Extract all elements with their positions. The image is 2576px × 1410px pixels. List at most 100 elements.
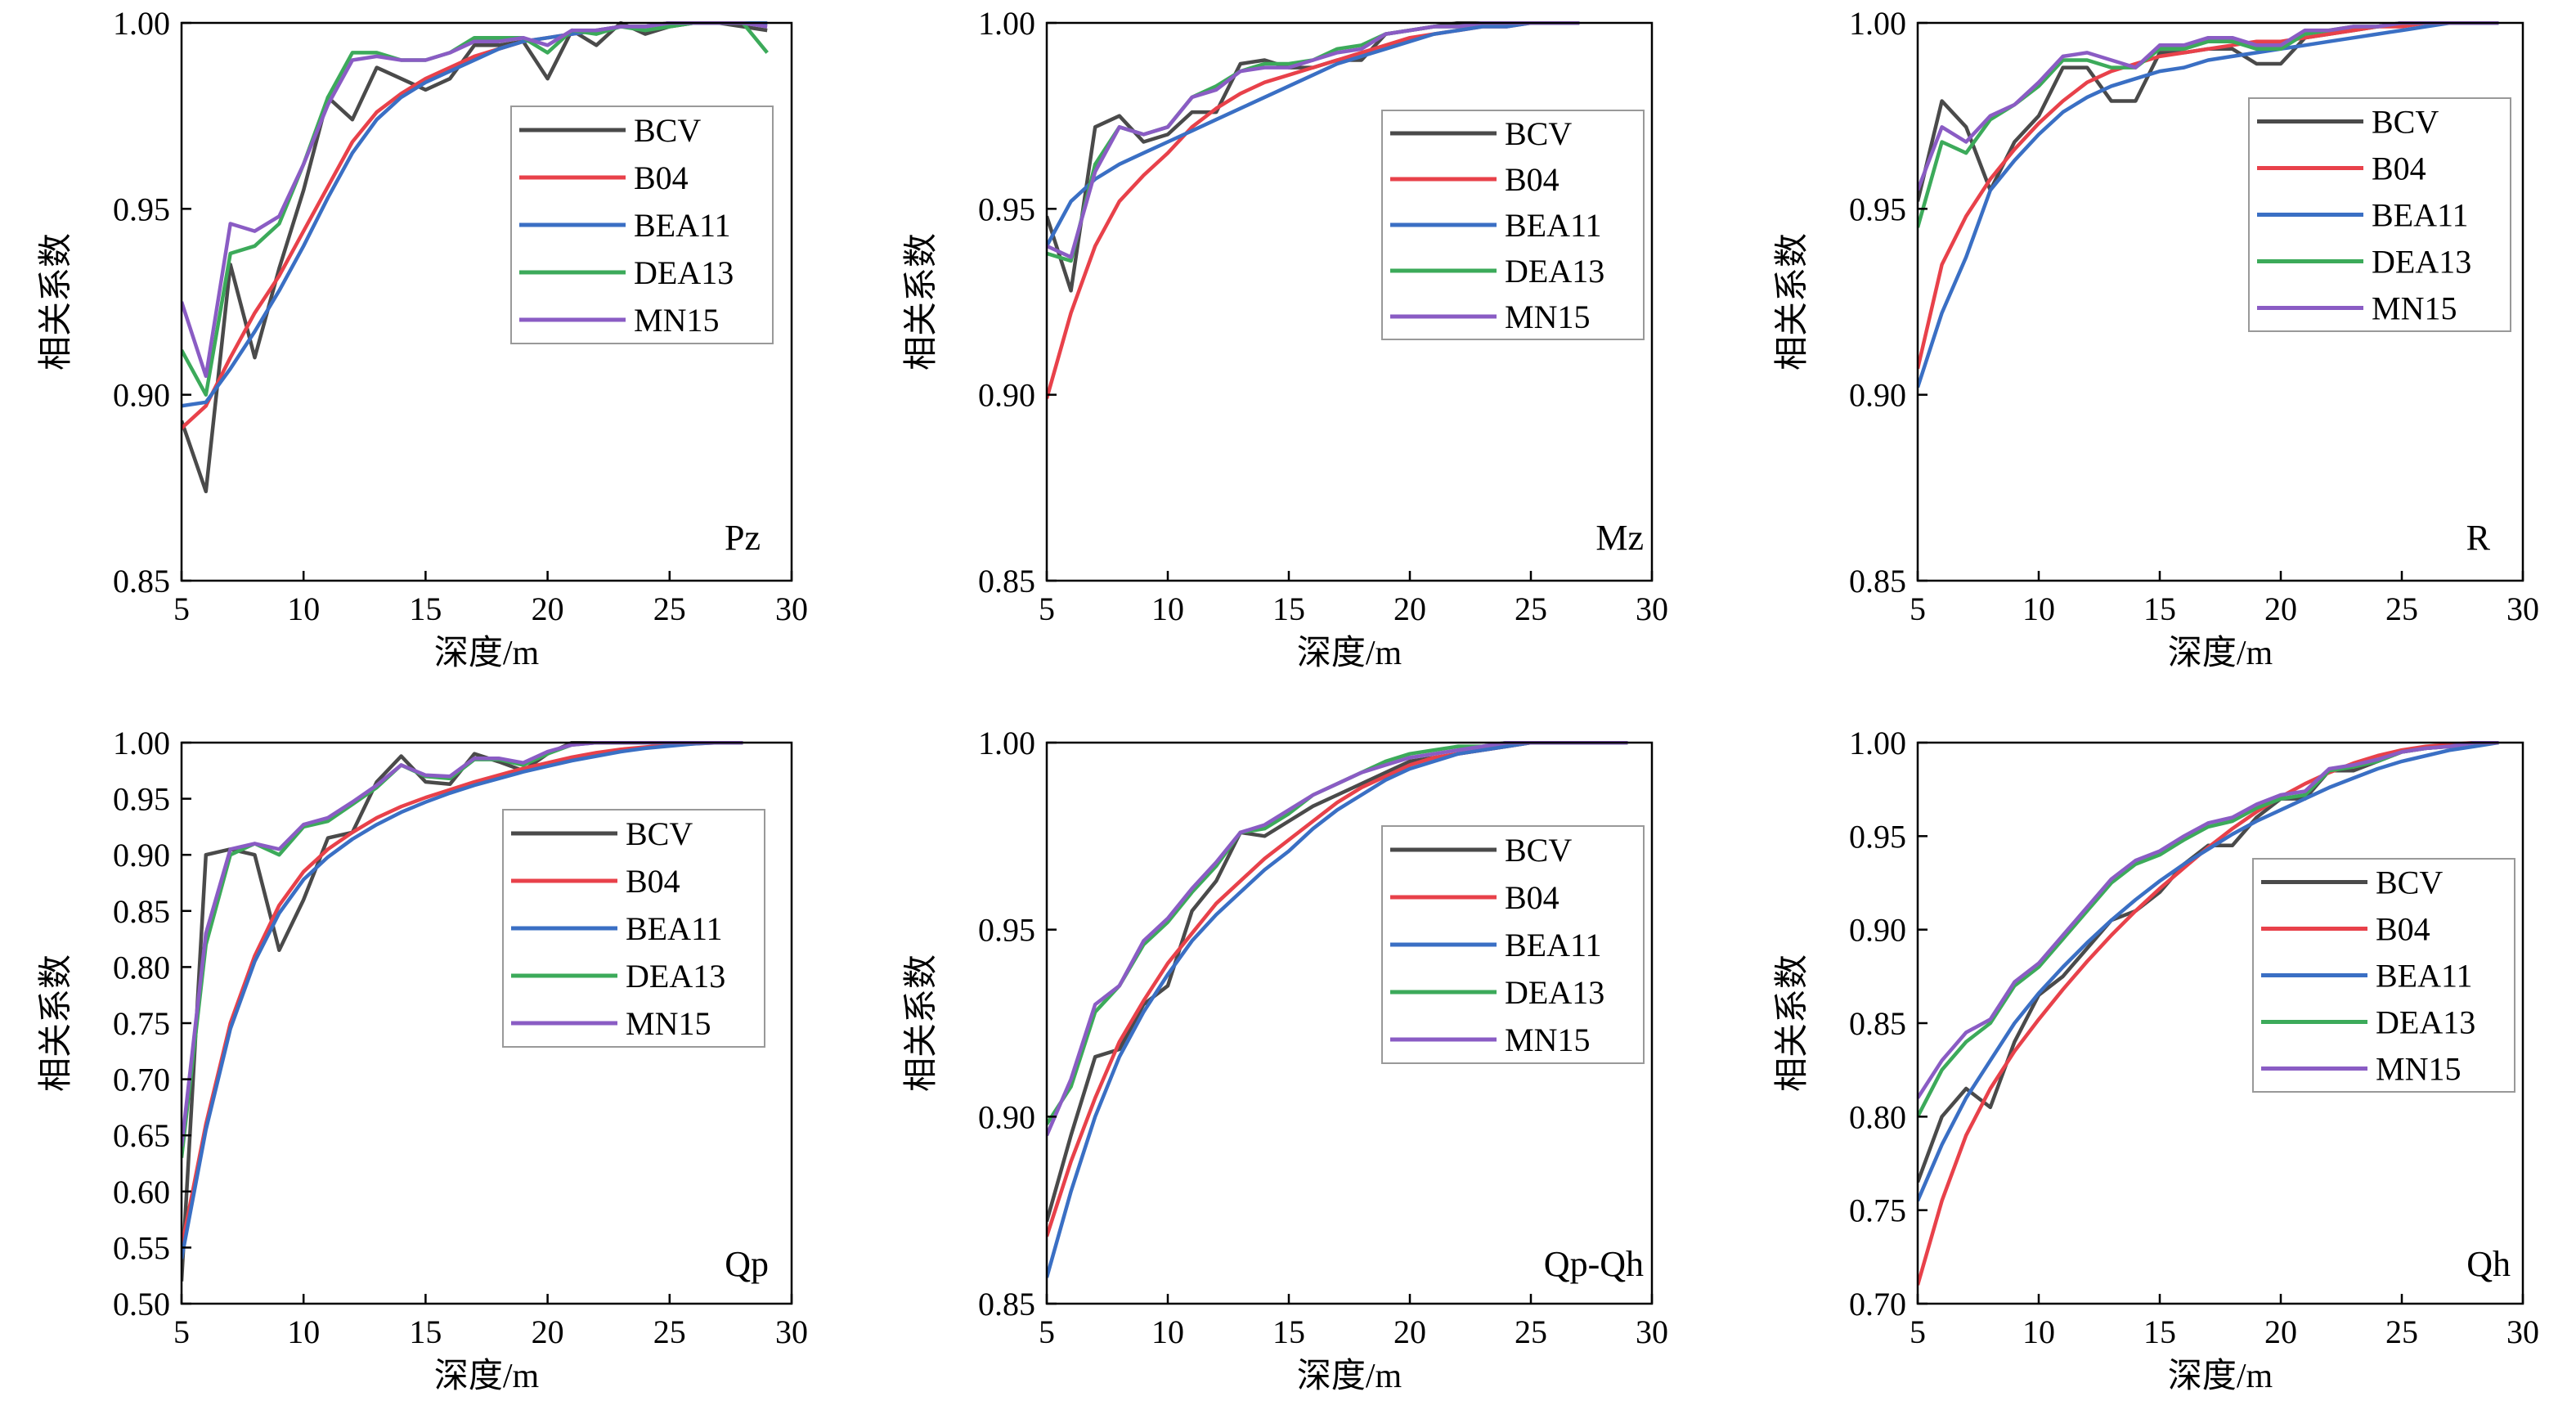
y-tick-label: 0.95	[978, 912, 1035, 949]
x-tick-label: 25	[2385, 590, 2418, 627]
y-tick-label: 0.55	[113, 1229, 170, 1266]
series-line-bea11	[1918, 741, 2499, 1202]
y-tick-label: 0.70	[113, 1062, 170, 1098]
x-axis-title: 深度/m	[1297, 635, 1402, 672]
panel-label: Qh	[2466, 1244, 2511, 1284]
chart-panel-qh: 5 10 15 20 25 30 0.70 0.75 0.80 0.85 0.90 0.95 1.00 深…	[1774, 725, 2539, 1395]
y-tick-label: 0.90	[1849, 912, 1906, 949]
y-axis-title: 相关系数	[1774, 233, 1811, 370]
plot-frame	[1045, 21, 1654, 582]
x-tick-label: 10	[287, 590, 320, 627]
y-tick-label: 0.95	[113, 191, 170, 227]
legend-label-bcv: BCV	[634, 112, 701, 149]
legend: BCV B04 BEA11 DEA13 MN15	[1381, 110, 1645, 340]
y-tick-label: 0.95	[113, 781, 170, 818]
y-tick-label: 0.65	[113, 1117, 170, 1154]
x-axis-title: 深度/m	[434, 1358, 540, 1395]
legend-label-mn15: MN15	[1505, 1022, 1590, 1058]
x-tick-label: 20	[532, 590, 564, 627]
y-tick-label: 1.00	[1849, 5, 1906, 42]
y-tick-label: 0.80	[1849, 1098, 1906, 1135]
x-tick-label: 20	[1393, 590, 1426, 627]
y-axis-title: 相关系数	[903, 233, 940, 370]
y-tick-label: 0.85	[1849, 563, 1906, 599]
y-tick-label: 0.85	[978, 1286, 1035, 1322]
legend-label-mn15: MN15	[2372, 290, 2457, 327]
y-tick-label: 0.95	[1849, 818, 1906, 855]
legend: BCV B04 BEA11 DEA13 MN15	[2252, 858, 2515, 1093]
y-tick-label: 1.00	[113, 725, 170, 761]
x-tick-label: 25	[1515, 590, 1547, 627]
legend-label-bcv: BCV	[2372, 104, 2439, 141]
legend-label-b04: B04	[2376, 911, 2430, 948]
legend: BCV B04 BEA11 DEA13 MN15	[502, 809, 765, 1048]
y-tick-label: 0.85	[113, 893, 170, 930]
x-axis-title: 深度/m	[434, 635, 540, 672]
x-tick-label: 15	[2143, 1313, 2176, 1350]
x-tick-label: 15	[409, 590, 442, 627]
x-tick-label: 15	[409, 1313, 442, 1350]
legend: BCV B04 BEA11 DEA13 MN15	[1381, 825, 1645, 1064]
series-line-b04	[1918, 21, 2499, 370]
plot-frame	[180, 21, 793, 582]
series-line-dea13	[182, 21, 769, 397]
y-tick-label: 0.50	[113, 1286, 170, 1322]
x-tick-label: 5	[1910, 590, 1926, 627]
y-tick-label: 0.85	[113, 563, 170, 599]
y-tick-label: 1.00	[113, 5, 170, 42]
y-tick-label: 0.90	[113, 837, 170, 873]
y-axis-title: 相关系数	[38, 233, 75, 370]
legend-label-bcv: BCV	[2376, 864, 2443, 901]
x-tick-label: 25	[1515, 1313, 1547, 1350]
y-tick-label: 0.85	[978, 563, 1035, 599]
legend-label-bea11: BEA11	[2376, 958, 2473, 995]
x-tick-label: 5	[173, 1313, 190, 1350]
legend-label-dea13: DEA13	[1505, 253, 1604, 290]
x-tick-label: 5	[173, 590, 190, 627]
panel-label: R	[2466, 518, 2491, 558]
x-tick-label: 15	[1272, 590, 1305, 627]
legend-label-bcv: BCV	[1505, 832, 1572, 869]
y-tick-label: 0.90	[113, 377, 170, 414]
legend-label-bea11: BEA11	[1505, 927, 1602, 963]
chart-panel-mz: 5 10 15 20 25 30 0.85 0.90 0.95 1.00 深度/m 相关系数 Mz BCV…	[903, 5, 1668, 672]
x-tick-label: 20	[532, 1313, 564, 1350]
x-tick-label: 10	[2022, 590, 2055, 627]
legend: BCV B04 BEA11 DEA13 MN15	[510, 106, 774, 344]
plot-frame	[1916, 21, 2524, 582]
x-tick-label: 25	[653, 1313, 686, 1350]
series-line-bea11	[182, 741, 743, 1260]
legend-label-bcv: BCV	[1505, 115, 1572, 152]
y-tick-label: 0.90	[978, 1098, 1035, 1135]
x-tick-label: 25	[2385, 1313, 2418, 1350]
chart-panel-pz: 5 10 15 20 25 30 0.85 0.90 0.95 1.00 深度/m 相关系数 Pz BCV…	[38, 5, 808, 672]
x-tick-label: 30	[2506, 590, 2539, 627]
legend-label-b04: B04	[1505, 161, 1560, 198]
x-tick-label: 25	[653, 590, 686, 627]
chart-panel-qp: 5 10 15 20 25 30 0.50 0.55 0.60 0.65 0.70 0.75 0.80 0…	[38, 725, 808, 1395]
legend-label-bea11: BEA11	[1505, 207, 1602, 244]
panel-label: Qp	[725, 1244, 769, 1284]
legend-label-bcv: BCV	[626, 815, 693, 852]
y-tick-label: 0.90	[978, 377, 1035, 414]
x-tick-label: 30	[1636, 1313, 1668, 1350]
legend-label-bea11: BEA11	[2372, 197, 2469, 234]
legend-label-bea11: BEA11	[626, 910, 723, 947]
legend-label-dea13: DEA13	[634, 254, 734, 291]
x-tick-label: 30	[775, 590, 808, 627]
x-tick-label: 30	[2506, 1313, 2539, 1350]
chart-panel-qp-qh: 5 10 15 20 25 30 0.85 0.90 0.95 1.00 深度/m 相关系数 Qp-Qh…	[903, 725, 1668, 1395]
x-tick-label: 5	[1039, 1313, 1055, 1350]
plot-frame	[1045, 741, 1654, 1305]
chart-panel-r: 5 10 15 20 25 300.850.900.951.00深度/m相关系数RBCVB…	[1774, 5, 2539, 672]
x-tick-label: 20	[2264, 1313, 2297, 1350]
y-tick-label: 1.00	[1849, 725, 1906, 761]
x-tick-label: 10	[287, 1313, 320, 1350]
y-tick-label: 0.60	[113, 1174, 170, 1210]
x-tick-label: 15	[2143, 590, 2176, 627]
x-axis-title: 深度/m	[2168, 635, 2273, 672]
series-line-bea11	[1918, 21, 2499, 388]
series-line-mn15	[1918, 741, 2499, 1099]
series-line-bea11	[1047, 21, 1580, 247]
x-tick-label: 10	[2022, 1313, 2055, 1350]
